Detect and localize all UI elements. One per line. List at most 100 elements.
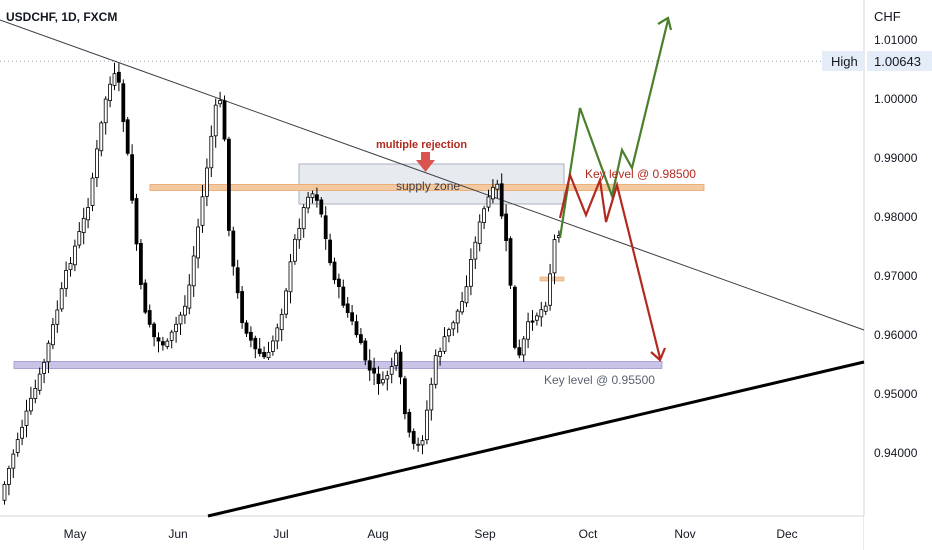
candle-body	[407, 411, 412, 433]
candle-body	[354, 321, 359, 336]
candle-body	[372, 367, 377, 374]
candle-body	[433, 355, 438, 385]
candle-body	[376, 373, 381, 385]
candle-body	[473, 241, 478, 260]
currency-label: CHF	[874, 9, 901, 24]
candle-body	[367, 360, 372, 371]
bullish-projection-path	[558, 19, 670, 239]
candle-body	[292, 238, 297, 262]
y-axis-ticks: 1.01000 1.00000 0.99000 0.98000 0.97000 0.960…	[874, 33, 918, 460]
x-axis-labels: May Jun Jul Aug Sep Oct Nov Dec	[64, 527, 798, 541]
x-axis-label: Jul	[273, 527, 288, 541]
candle-body	[548, 273, 552, 306]
x-axis-label: May	[64, 527, 87, 541]
candle-body	[108, 83, 112, 101]
candle-body	[482, 208, 487, 223]
candle-body	[156, 337, 161, 342]
candle-body	[59, 288, 64, 310]
candle-body	[103, 98, 108, 124]
candle-body	[297, 227, 302, 241]
candle-body	[213, 104, 218, 137]
candle-body	[51, 324, 55, 346]
y-tick-label: 0.94000	[874, 446, 918, 460]
candle-body	[24, 410, 29, 426]
candle-body	[288, 261, 293, 293]
candle-body	[517, 347, 522, 356]
candle-body	[77, 231, 82, 246]
candle-body	[411, 431, 416, 444]
candle-body	[429, 383, 434, 411]
candle-body	[81, 217, 86, 233]
candle-body	[323, 215, 328, 240]
candle-body	[200, 196, 205, 226]
candle-body	[385, 375, 390, 380]
candle-body	[235, 267, 240, 294]
x-axis-label: Oct	[579, 527, 598, 541]
y-tick-label: 0.98000	[874, 210, 918, 224]
price-axis-panel	[864, 0, 932, 550]
candle-body	[552, 239, 557, 274]
candle-body	[442, 336, 447, 352]
candle-body	[160, 341, 165, 346]
y-tick-label: 0.96000	[874, 328, 918, 342]
candle-body	[526, 321, 530, 340]
candle-body	[178, 314, 183, 325]
candle-body	[64, 269, 68, 289]
rejection-arrow-icon	[416, 152, 435, 172]
candle-body	[284, 290, 289, 315]
descending-trendline	[0, 19, 865, 331]
candle-body	[336, 278, 341, 287]
x-axis-label: Dec	[776, 527, 797, 541]
candle-body	[90, 177, 95, 206]
candle-body	[270, 340, 275, 352]
bearish-projection-path	[558, 171, 662, 359]
x-axis-label: Aug	[367, 527, 388, 541]
candle-body	[15, 439, 20, 453]
candle-body	[416, 443, 421, 446]
key-level-upper-label: Key level @ 0.98500	[585, 167, 696, 181]
candle-body	[95, 148, 99, 179]
candle-body	[182, 305, 187, 316]
candle-body	[504, 213, 509, 241]
high-name-box	[822, 51, 864, 72]
candle-body	[147, 310, 152, 325]
candle-body	[380, 379, 385, 384]
candle-body	[420, 440, 425, 446]
upper-key-level-band	[149, 184, 705, 191]
candle-body	[341, 286, 346, 306]
candle-body	[42, 361, 46, 374]
candle-body	[86, 207, 90, 221]
high-value-box	[867, 51, 932, 72]
y-tick-label: 0.97000	[874, 269, 918, 283]
candle-body	[490, 186, 495, 200]
candle-body	[20, 426, 25, 439]
candle-body	[117, 71, 121, 83]
candlestick-series	[2, 62, 561, 505]
candle-body	[468, 259, 473, 287]
candle-body	[345, 303, 350, 314]
candle-body	[169, 331, 174, 341]
y-tick-label: 1.00000	[874, 92, 918, 106]
candle-body	[350, 312, 355, 322]
candle-body	[539, 309, 544, 318]
high-name-label: High	[831, 54, 858, 69]
candle-body	[275, 327, 280, 342]
candle-body	[513, 286, 517, 348]
candle-body	[319, 199, 324, 215]
candle-body	[521, 338, 526, 356]
candle-body	[2, 483, 7, 501]
candle-body	[121, 83, 126, 123]
candle-body	[279, 314, 284, 331]
candle-body	[332, 261, 337, 281]
candle-body	[222, 100, 227, 140]
supply-zone-label: supply zone	[396, 179, 460, 193]
candle-body	[460, 301, 465, 313]
supply-zone-box	[298, 163, 565, 205]
candle-body	[394, 352, 399, 366]
candle-body	[398, 351, 403, 378]
candle-body	[99, 122, 104, 152]
candle-body	[204, 167, 209, 197]
lower-key-level-band	[13, 361, 663, 369]
candle-body	[244, 322, 249, 334]
